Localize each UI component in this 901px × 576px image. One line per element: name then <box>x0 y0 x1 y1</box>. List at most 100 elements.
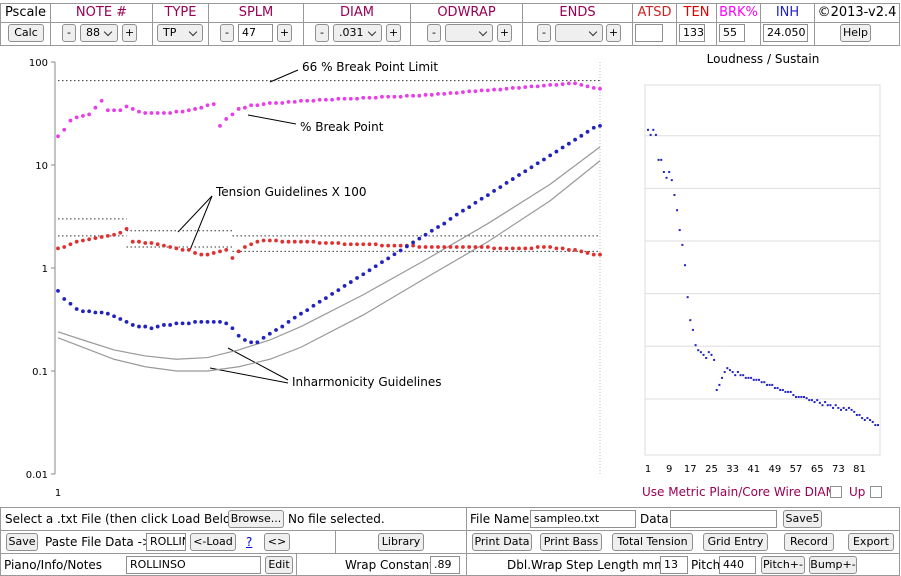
data-point <box>93 310 98 315</box>
data-point <box>742 374 745 377</box>
brk-input[interactable]: 55 <box>719 24 745 42</box>
data-point <box>579 249 584 254</box>
notes-input[interactable]: ROLLINSO <box>126 556 261 574</box>
footer-button[interactable]: Print Bass <box>540 533 602 551</box>
data-point <box>718 383 721 386</box>
library-button[interactable]: Library <box>378 533 424 551</box>
save-button[interactable]: Save <box>6 533 38 551</box>
help-link[interactable]: ? <box>246 535 253 549</box>
data-point <box>829 404 832 407</box>
data-point <box>560 82 565 87</box>
data-point <box>398 248 403 253</box>
data-point <box>261 335 266 340</box>
data-point <box>523 246 528 251</box>
data-point <box>566 81 571 86</box>
data-point <box>118 230 123 235</box>
metric-checkbox[interactable] <box>830 486 842 498</box>
data-point <box>292 315 297 320</box>
data-point <box>404 93 409 98</box>
data-point <box>697 349 700 352</box>
odwrap-select[interactable] <box>445 24 493 42</box>
data-point <box>186 321 191 326</box>
data-point <box>180 247 185 252</box>
data-point <box>193 251 197 255</box>
minus-button[interactable]: - <box>220 24 234 42</box>
data-point <box>662 170 665 173</box>
data-point <box>765 383 768 386</box>
data-point <box>436 92 440 96</box>
data-point <box>330 292 335 296</box>
data-point <box>758 378 761 381</box>
data-point <box>118 108 123 113</box>
pitch-button[interactable]: Pitch+- <box>761 556 805 574</box>
minus-button[interactable]: - <box>537 24 551 42</box>
x-tick-label: 73 <box>832 464 845 475</box>
pitch-input[interactable]: 440 <box>719 556 756 574</box>
calc-button[interactable]: Calc <box>8 24 44 42</box>
note-select[interactable]: 88 <box>80 24 118 42</box>
save5-button[interactable]: Save5 <box>783 510 822 528</box>
splm-input[interactable]: 47 <box>238 24 273 42</box>
data-point <box>479 88 484 93</box>
inh-input[interactable]: 24.050 <box>763 24 808 42</box>
data-point <box>249 242 254 247</box>
minus-button[interactable]: - <box>427 24 441 42</box>
y-tick-label: 0.1 <box>32 367 48 378</box>
edit-button[interactable]: Edit <box>265 556 293 574</box>
data-point <box>68 118 73 123</box>
data-point <box>787 390 790 393</box>
ten-input[interactable]: 133 <box>679 24 705 42</box>
data-point <box>548 153 553 158</box>
footer-button[interactable]: Export <box>848 533 894 551</box>
data-point <box>485 245 490 249</box>
data-point <box>813 401 816 404</box>
ends-select[interactable] <box>555 24 603 42</box>
minus-button[interactable]: - <box>315 24 329 42</box>
x-tick-label: 49 <box>769 464 782 475</box>
plus-button[interactable]: + <box>606 24 621 42</box>
footer-button[interactable]: Record <box>784 533 834 551</box>
data-point <box>280 101 285 105</box>
footer-button[interactable]: Grid Entry <box>703 533 768 551</box>
footer-button[interactable]: Total Tension <box>612 533 693 551</box>
plus-button[interactable]: + <box>277 24 292 42</box>
data-point <box>473 245 478 249</box>
data-point <box>598 252 602 257</box>
wrap-input[interactable]: .89 <box>430 556 460 574</box>
data-point <box>784 390 787 393</box>
type-select[interactable]: TP <box>157 24 203 42</box>
data-point <box>554 246 559 251</box>
file-name-input[interactable]: sampleo.txt <box>530 510 636 528</box>
data-point <box>392 252 397 257</box>
plus-button[interactable]: + <box>122 24 137 42</box>
bump-button[interactable]: Bump+- <box>809 556 857 574</box>
swap-button[interactable]: <> <box>264 533 290 551</box>
data-point <box>448 216 453 221</box>
browse-button[interactable]: Browse... <box>228 510 284 528</box>
data-point <box>517 246 521 251</box>
atsd-input[interactable] <box>635 24 663 42</box>
paste-input[interactable]: ROLLIN <box>146 533 186 551</box>
diam-select[interactable]: .031 <box>333 24 382 42</box>
data-point <box>802 396 805 398</box>
data-point <box>180 321 185 326</box>
data-point <box>573 137 577 142</box>
data-point <box>56 246 60 251</box>
data-point <box>174 246 179 251</box>
step-input[interactable]: 13 <box>660 556 688 574</box>
load-button[interactable]: <-Load <box>190 533 236 551</box>
plus-button[interactable]: + <box>497 24 512 42</box>
data-point <box>442 92 447 96</box>
minus-button[interactable]: - <box>62 24 76 42</box>
data-input[interactable] <box>670 510 777 528</box>
help-button[interactable]: Help <box>840 24 871 42</box>
up-checkbox[interactable] <box>870 486 882 498</box>
data-point <box>686 296 689 299</box>
data-point <box>861 417 864 420</box>
data-point <box>731 371 734 374</box>
data-point <box>137 324 141 329</box>
footer-button[interactable]: Print Data <box>472 533 532 551</box>
data-point <box>193 319 197 324</box>
plus-button[interactable]: + <box>386 24 401 42</box>
data-point <box>442 245 447 249</box>
